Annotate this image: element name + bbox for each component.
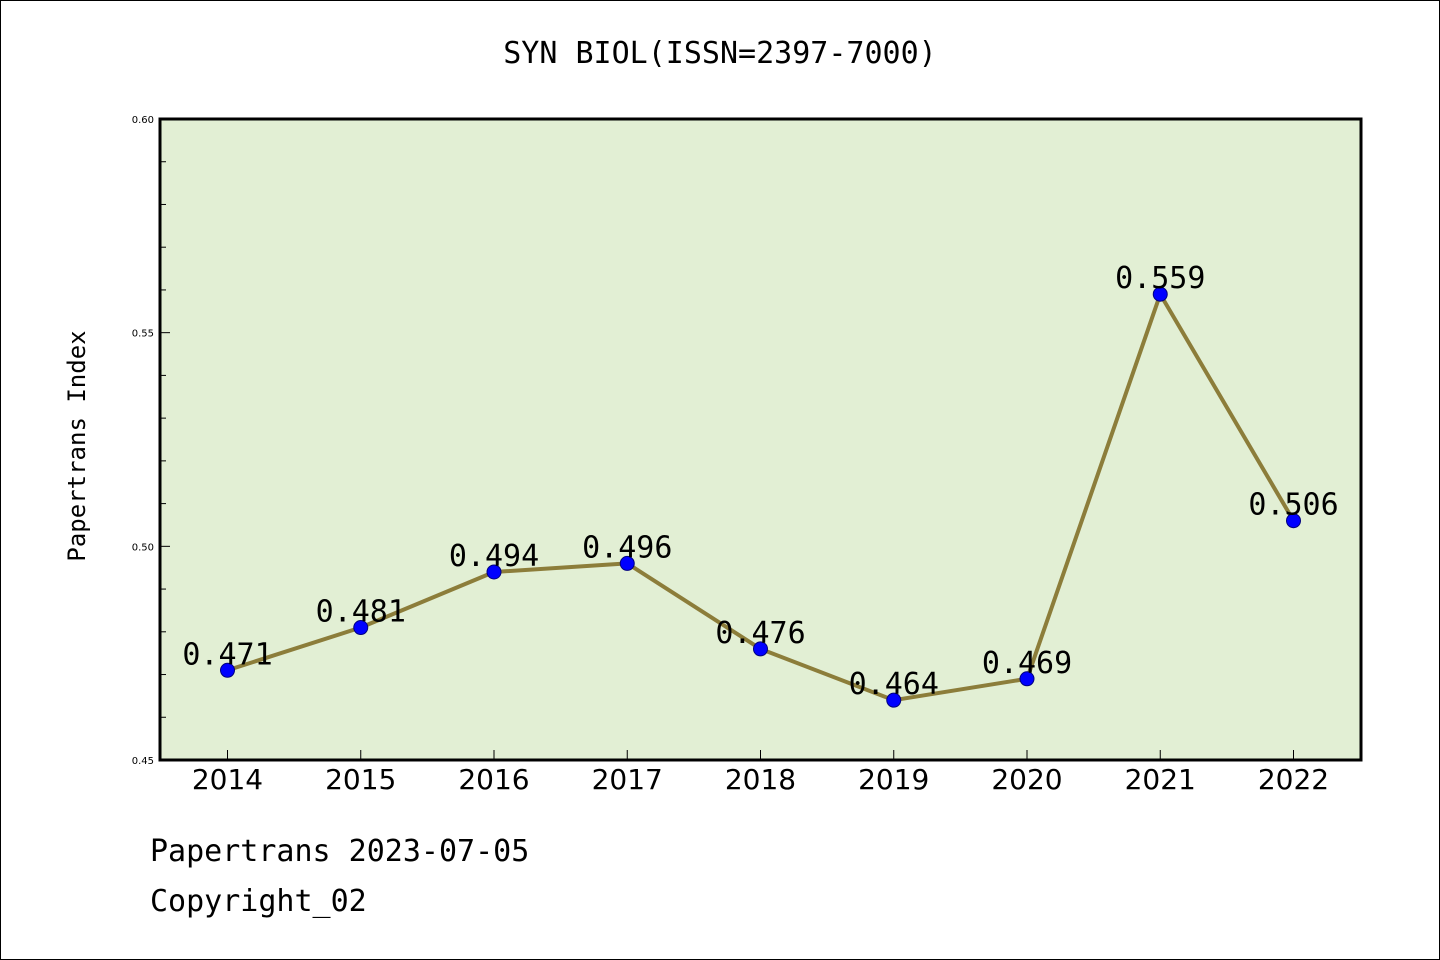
data-point [353, 620, 369, 636]
data-label: 0.506 [1248, 488, 1338, 523]
y-tick-label: 0.60 [132, 115, 154, 126]
data-point [619, 555, 635, 571]
data-markers [220, 286, 1301, 708]
data-label: 0.476 [715, 616, 805, 651]
footer-date: Papertrans 2023-07-05 [150, 834, 530, 869]
data-label: 0.559 [1115, 261, 1205, 296]
y-tick-labels: 0.45 0.50 0.55 0.60 [132, 115, 154, 767]
y-tick-label: 0.55 [132, 329, 154, 340]
data-point [1019, 671, 1035, 687]
data-point [486, 564, 502, 580]
data-label: 0.481 [316, 595, 406, 630]
x-tick-labels: 2014 2015 2016 2017 2018 2019 2020 2021 2022 [192, 763, 1329, 796]
data-label: 0.469 [982, 646, 1072, 681]
x-tick-label: 2022 [1258, 763, 1329, 796]
x-tick-label: 2016 [458, 763, 529, 796]
chart-title: SYN BIOL(ISSN=2397-7000) [503, 36, 937, 71]
data-point [886, 692, 902, 708]
data-label: 0.464 [849, 667, 939, 702]
y-axis-label: Papertrans Index [63, 330, 91, 561]
data-point [220, 662, 235, 678]
data-label: 0.471 [182, 637, 272, 672]
x-tick-label: 2019 [858, 763, 929, 796]
data-labels: 0.471 0.481 0.494 0.496 0.476 0.464 0.469 0.559… [182, 261, 1338, 702]
x-tick-label: 2015 [325, 763, 396, 796]
plot-area [158, 117, 1363, 762]
data-point [753, 641, 768, 657]
data-label: 0.494 [449, 539, 539, 574]
x-tick-label: 2017 [592, 763, 663, 796]
x-tick-label: 2020 [991, 763, 1062, 796]
x-tick-label: 2014 [192, 763, 263, 796]
data-label: 0.496 [582, 530, 672, 565]
data-point [1286, 513, 1301, 529]
data-point [1152, 286, 1168, 302]
y-tick-label: 0.45 [132, 756, 154, 767]
y-tick-label: 0.50 [132, 542, 154, 553]
footer-copyright: Copyright_02 [150, 884, 367, 919]
x-tick-label: 2021 [1125, 763, 1196, 796]
axis-ticks [160, 118, 1294, 761]
x-tick-label: 2018 [725, 763, 796, 796]
